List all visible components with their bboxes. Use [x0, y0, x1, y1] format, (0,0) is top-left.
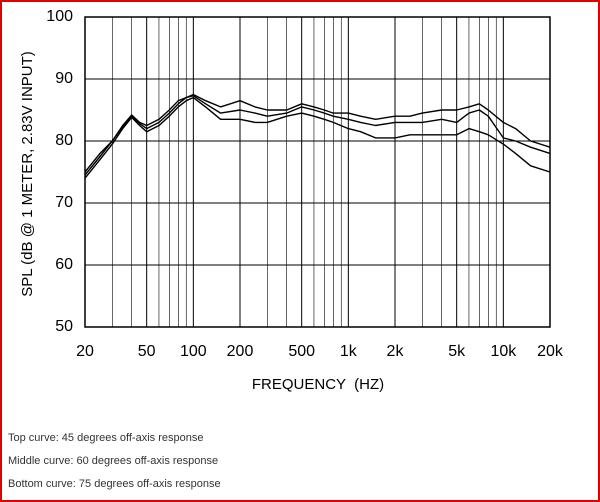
- x-tick-label: 20: [76, 343, 94, 360]
- y-tick-label: 90: [55, 70, 73, 87]
- response-curve: [84, 94, 551, 176]
- y-tick-label: 50: [55, 318, 73, 335]
- caption: Bottom curve: 75 degrees off-axis respon…: [8, 478, 221, 490]
- x-tick-label: 2k: [387, 343, 405, 360]
- y-tick-label: 70: [55, 194, 73, 211]
- x-tick-label: 10k: [490, 343, 517, 360]
- caption: Middle curve: 60 degrees off-axis respon…: [8, 455, 218, 467]
- y-tick-label: 60: [55, 256, 73, 273]
- x-tick-label: 1k: [340, 343, 358, 360]
- x-tick-label: 5k: [448, 343, 466, 360]
- x-tick-label: 100: [180, 343, 207, 360]
- x-axis-label: FREQUENCY (HZ): [252, 376, 384, 393]
- y-tick-label: 100: [46, 8, 73, 25]
- y-axis-label: SPL (dB @ 1 METER, 2.83V INPUT): [19, 51, 36, 297]
- plot-frame: [84, 16, 551, 328]
- y-tick-label: 80: [55, 132, 73, 149]
- caption: Top curve: 45 degrees off-axis response: [8, 432, 203, 444]
- response-curve: [84, 96, 551, 179]
- x-tick-label: 500: [288, 343, 315, 360]
- x-tick-label: 200: [227, 343, 254, 360]
- response-curve: [84, 93, 551, 173]
- x-tick-label: 50: [138, 343, 156, 360]
- x-tick-label: 20k: [537, 343, 564, 360]
